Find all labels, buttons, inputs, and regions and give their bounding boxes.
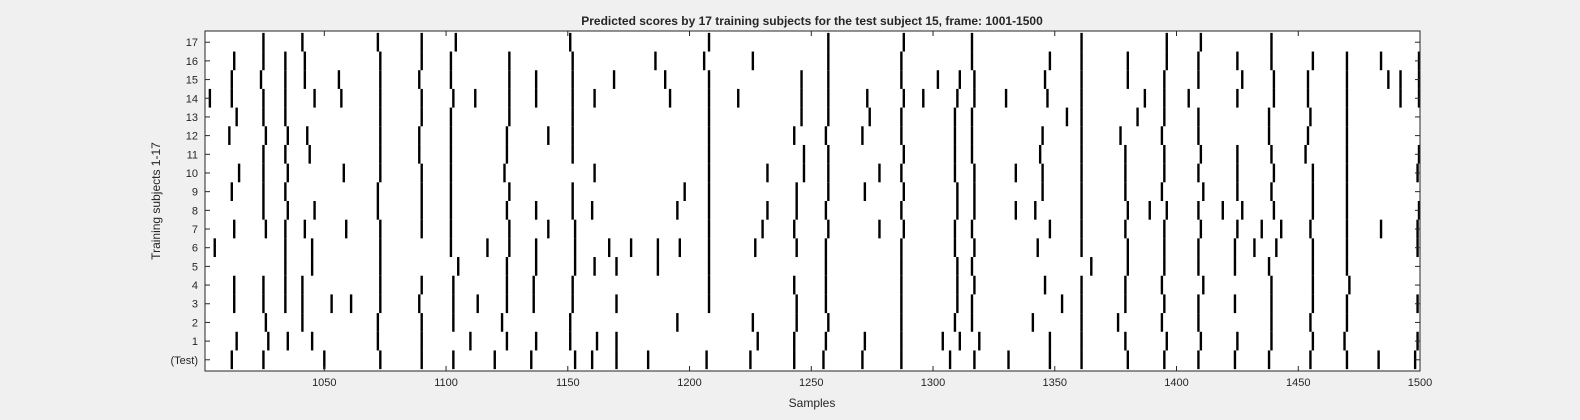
- y-tick-label: (Test): [171, 355, 199, 367]
- x-tick-label: 1150: [556, 377, 580, 389]
- y-tick-label: 5: [192, 261, 198, 273]
- x-tick-label: 1050: [312, 377, 336, 389]
- y-tick-label: 4: [192, 280, 198, 292]
- x-tick-label: 1500: [1408, 377, 1432, 389]
- y-tick-label: 10: [186, 168, 198, 180]
- axes-box: [204, 30, 1421, 372]
- x-tick-label: 1100: [434, 377, 458, 389]
- y-axis-label: Training subjects 1-17: [149, 142, 163, 260]
- x-tick-label: 1300: [921, 377, 945, 389]
- y-tick-label: 7: [192, 224, 198, 236]
- y-tick-label: 11: [187, 149, 198, 161]
- y-tick-label: 14: [186, 93, 198, 105]
- x-axis-ticks: 1050 1100 1150 1200 1250 1300 1350 1400 1450 1500: [312, 31, 1432, 389]
- y-tick-label: 13: [186, 112, 198, 124]
- x-tick-label: 1250: [799, 377, 823, 389]
- x-tick-label: 1200: [677, 377, 701, 389]
- plot-area: [205, 31, 1420, 371]
- y-tick-label: 1: [192, 336, 198, 348]
- x-axis-label: Samples: [789, 396, 836, 410]
- y-tick-label: 16: [186, 56, 198, 68]
- y-tick-label: 2: [192, 317, 198, 329]
- x-tick-label: 1350: [1043, 377, 1067, 389]
- y-tick-label: 6: [192, 243, 198, 255]
- y-tick-label: 15: [186, 75, 198, 87]
- y-tick-label: 8: [192, 205, 198, 217]
- chart-title: Predicted scores by 17 training subjects…: [581, 14, 1043, 28]
- x-tick-label: 1400: [1164, 377, 1188, 389]
- y-tick-label: 12: [186, 131, 198, 143]
- y-tick-label: 17: [186, 37, 198, 49]
- y-tick-label: 9: [192, 187, 198, 199]
- y-tick-label: 3: [192, 299, 198, 311]
- event-marks: [208, 32, 1421, 370]
- x-tick-label: 1450: [1286, 377, 1310, 389]
